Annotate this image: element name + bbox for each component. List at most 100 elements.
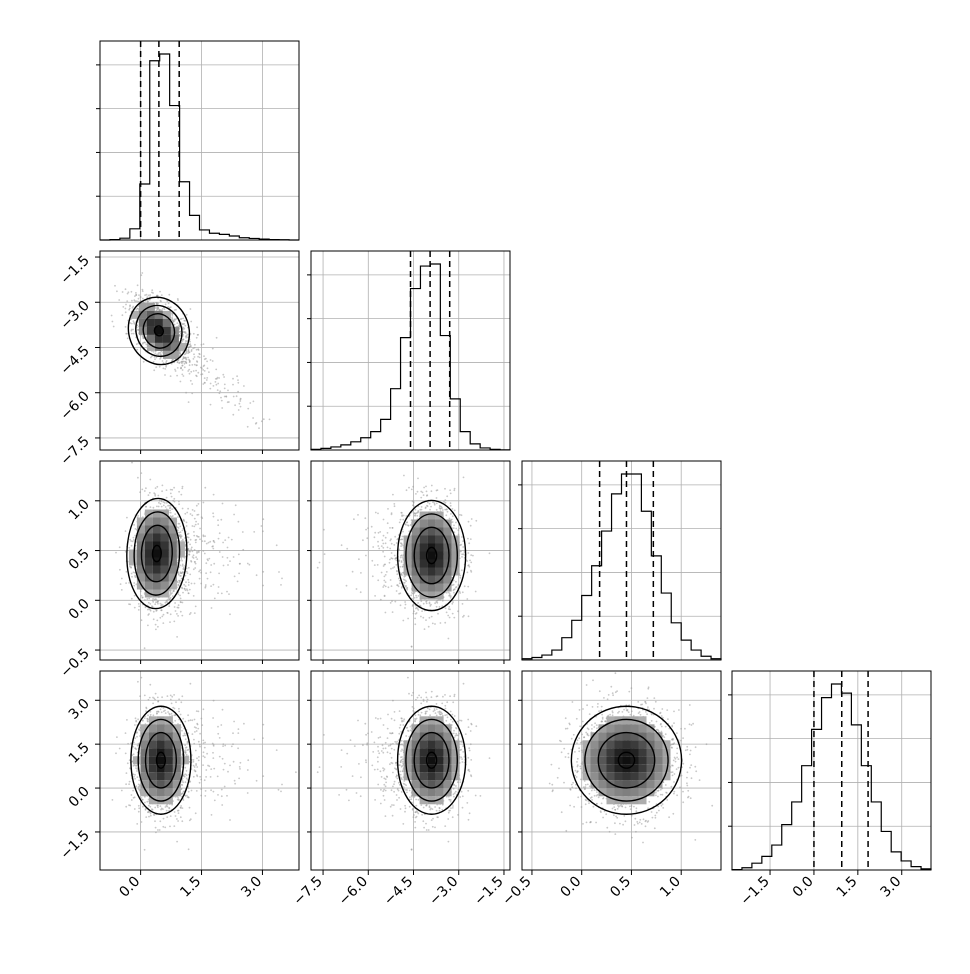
scatter-point	[195, 556, 197, 558]
scatter-point	[390, 602, 392, 604]
scatter-point	[186, 588, 188, 590]
scatter-point	[470, 538, 472, 540]
scatter-point	[206, 543, 208, 545]
scatter-point	[212, 512, 214, 514]
scatter-point	[176, 375, 178, 377]
scatter-point	[193, 535, 195, 537]
density-cell	[145, 550, 153, 558]
scatter-point	[281, 578, 283, 580]
scatter-point	[399, 582, 401, 584]
scatter-point	[399, 522, 401, 524]
scatter-point	[256, 574, 258, 576]
scatter-point	[413, 610, 415, 612]
scatter-point	[207, 578, 209, 580]
scatter-point	[382, 539, 384, 541]
scatter-point	[188, 401, 190, 403]
scatter-point	[187, 352, 189, 354]
scatter-point	[377, 513, 379, 515]
scatter-point	[141, 619, 143, 621]
scatter-point	[168, 294, 170, 296]
scatter-point	[442, 600, 444, 602]
scatter-point	[453, 617, 455, 619]
scatter-point	[394, 536, 396, 538]
scatter-point	[164, 308, 166, 310]
scatter-point	[191, 583, 193, 585]
scatter-point	[135, 528, 137, 530]
scatter-point	[119, 546, 121, 548]
scatter-point	[425, 507, 427, 509]
scatter-point	[436, 490, 438, 492]
scatter-point	[174, 513, 176, 515]
scatter-point	[204, 535, 206, 537]
scatter-point	[221, 593, 223, 595]
scatter-point	[163, 614, 165, 616]
scatter-point	[429, 503, 431, 505]
scatter-point	[179, 351, 181, 353]
scatter-point	[444, 499, 446, 501]
scatter-point	[401, 543, 403, 545]
scatter-point	[142, 298, 144, 300]
scatter-point	[182, 359, 184, 361]
scatter-point	[174, 319, 176, 321]
scatter-point	[392, 494, 394, 496]
scatter-point	[210, 585, 212, 587]
scatter-point	[362, 539, 364, 541]
scatter-point	[169, 510, 171, 512]
density-cell	[137, 542, 145, 550]
scatter-point	[404, 607, 406, 609]
scatter-point	[439, 606, 441, 608]
scatter-point	[416, 515, 418, 517]
scatter-point	[202, 534, 204, 536]
scatter-point	[153, 369, 155, 371]
scatter-point	[466, 598, 468, 600]
scatter-point	[470, 562, 472, 564]
scatter-point	[157, 303, 159, 305]
scatter-point	[384, 556, 386, 558]
scatter-point	[374, 564, 376, 566]
scatter-point	[188, 349, 190, 351]
scatter-point	[206, 379, 208, 381]
scatter-point	[190, 321, 192, 323]
scatter-point	[429, 509, 431, 511]
scatter-point	[204, 377, 206, 379]
scatter-point	[177, 516, 179, 518]
scatter-point	[414, 592, 416, 594]
scatter-point	[163, 368, 165, 370]
scatter-point	[232, 414, 234, 416]
scatter-point	[240, 399, 242, 401]
scatter-point	[155, 366, 157, 368]
scatter-point	[173, 590, 175, 592]
scatter-point	[384, 564, 386, 566]
scatter-point	[228, 593, 230, 595]
scatter-point	[172, 595, 174, 597]
scatter-point	[382, 551, 384, 553]
scatter-point	[425, 486, 427, 488]
scatter-point	[134, 575, 136, 577]
scatter-point	[189, 364, 191, 366]
scatter-point	[181, 560, 183, 562]
scatter-point	[198, 349, 200, 351]
scatter-point	[196, 375, 198, 377]
scatter-point	[431, 485, 433, 487]
scatter-point	[434, 502, 436, 504]
scatter-point	[224, 539, 226, 541]
scatter-point	[192, 509, 194, 511]
scatter-point	[180, 531, 182, 533]
scatter-point	[389, 559, 391, 561]
scatter-point	[197, 356, 199, 358]
scatter-point	[119, 569, 121, 571]
scatter-point	[155, 601, 157, 603]
scatter-point	[161, 616, 163, 618]
scatter-point	[144, 599, 146, 601]
scatter-point	[224, 388, 226, 390]
scatter-point	[133, 537, 135, 539]
scatter-point	[387, 522, 389, 524]
scatter-point	[471, 518, 473, 520]
scatter-point	[155, 487, 157, 489]
density-cell	[153, 518, 161, 526]
scatter-point	[240, 406, 242, 408]
scatter-point	[413, 613, 415, 615]
scatter-point	[407, 618, 409, 620]
scatter-point	[160, 605, 162, 607]
scatter-point	[457, 610, 459, 612]
